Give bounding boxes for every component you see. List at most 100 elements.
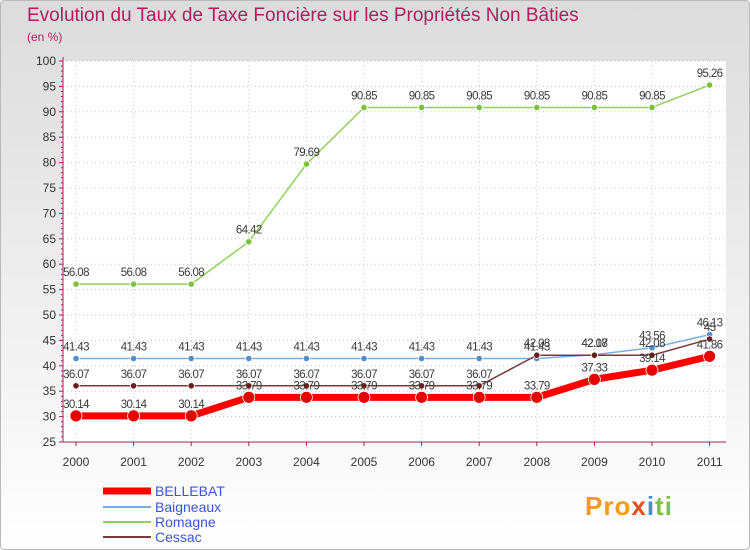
data-point: [706, 82, 712, 88]
y-tick-label: 60: [43, 257, 57, 271]
data-point: [246, 355, 252, 361]
data-point: [591, 104, 597, 110]
y-tick-label: 45: [43, 333, 57, 347]
data-label: 45: [704, 322, 716, 334]
data-point: [418, 104, 424, 110]
data-label: 41.43: [294, 342, 320, 354]
data-label: 41.43: [351, 342, 377, 354]
data-label: 64.42: [236, 225, 262, 237]
data-point: [70, 410, 82, 422]
y-tick-label: 75: [43, 181, 57, 195]
data-point: [591, 352, 597, 358]
y-tick-label: 40: [43, 359, 57, 373]
data-point: [361, 355, 367, 361]
y-tick-label: 85: [43, 130, 57, 144]
x-tick-label: 2003: [235, 455, 262, 469]
data-point: [130, 355, 136, 361]
logo-part: i: [647, 491, 655, 521]
y-tick-label: 80: [43, 156, 57, 170]
y-tick-label: 95: [43, 79, 57, 93]
data-point: [588, 373, 600, 385]
y-tick-label: 100: [36, 54, 56, 68]
data-label: 41.43: [466, 342, 492, 354]
legend-label: Cessac: [155, 529, 202, 545]
legend-label: Baigneaux: [155, 499, 221, 515]
data-point: [476, 104, 482, 110]
data-point: [188, 355, 194, 361]
data-point: [303, 355, 309, 361]
y-tick-label: 25: [43, 435, 57, 449]
data-label: 90.85: [466, 90, 492, 102]
data-label: 41.86: [697, 339, 723, 351]
data-point: [243, 391, 255, 403]
data-point: [416, 391, 428, 403]
x-tick-label: 2006: [408, 455, 435, 469]
data-label: 41.43: [121, 342, 147, 354]
y-tick-label: 70: [43, 206, 57, 220]
data-point: [73, 281, 79, 287]
y-tick-label: 90: [43, 105, 57, 119]
data-label: 42.08: [582, 338, 608, 350]
chart-frame: Evolution du Taux de Taxe Foncière sur l…: [0, 0, 750, 550]
data-label: 36.07: [466, 369, 492, 381]
data-label: 36.07: [294, 369, 320, 381]
x-tick-label: 2010: [639, 455, 666, 469]
logo-part: i: [665, 491, 673, 521]
data-label: 95.26: [697, 68, 723, 80]
x-tick-label: 2001: [120, 455, 147, 469]
data-label: 39.14: [639, 353, 666, 365]
proxiti-logo: Proxiti: [585, 491, 673, 522]
data-point: [531, 391, 543, 403]
logo-part: Pro: [585, 491, 631, 521]
data-point: [185, 410, 197, 422]
data-label: 30.14: [178, 399, 205, 411]
data-point: [130, 383, 136, 389]
x-tick-label: 2009: [581, 455, 608, 469]
data-point: [188, 281, 194, 287]
logo-part: t: [655, 491, 665, 521]
x-tick-label: 2007: [466, 455, 493, 469]
y-tick-label: 50: [43, 308, 57, 322]
data-label: 37.33: [582, 362, 608, 374]
data-point: [418, 355, 424, 361]
x-tick-label: 2000: [63, 455, 90, 469]
data-point: [246, 239, 252, 245]
x-tick-label: 2011: [697, 455, 723, 469]
x-tick-label: 2004: [293, 455, 320, 469]
data-point: [73, 383, 79, 389]
data-point: [73, 355, 79, 361]
line-chart: 2530354045505560657075808590951002000 200…: [1, 1, 749, 549]
x-tick-label: 2005: [351, 455, 378, 469]
data-label: 42.08: [639, 338, 665, 350]
data-label: 36.07: [351, 369, 377, 381]
y-tick-label: 30: [43, 410, 57, 424]
data-point: [649, 104, 655, 110]
legend-label: Romagne: [155, 514, 216, 530]
plot-area: [63, 61, 726, 442]
data-label: 90.85: [639, 90, 665, 102]
data-label: 33.79: [466, 380, 492, 392]
data-point: [300, 391, 312, 403]
data-point: [473, 391, 485, 403]
x-tick-label: 2008: [523, 455, 550, 469]
data-label: 33.79: [409, 380, 435, 392]
data-label: 41.43: [409, 342, 435, 354]
data-label: 56.08: [63, 267, 89, 279]
data-label: 90.85: [582, 90, 608, 102]
y-tick-label: 65: [43, 232, 57, 246]
data-point: [704, 350, 716, 362]
data-label: 30.14: [63, 399, 90, 411]
data-label: 56.08: [178, 267, 204, 279]
data-label: 41.43: [178, 342, 204, 354]
data-label: 90.85: [351, 90, 377, 102]
logo-part: x: [631, 491, 646, 521]
data-point: [646, 364, 658, 376]
data-label: 42.08: [524, 338, 550, 350]
data-label: 90.85: [524, 90, 550, 102]
y-tick-label: 35: [43, 384, 57, 398]
data-label: 30.14: [121, 399, 148, 411]
data-point: [361, 104, 367, 110]
data-point: [128, 410, 140, 422]
data-label: 41.43: [236, 342, 262, 354]
data-label: 41.43: [63, 342, 89, 354]
